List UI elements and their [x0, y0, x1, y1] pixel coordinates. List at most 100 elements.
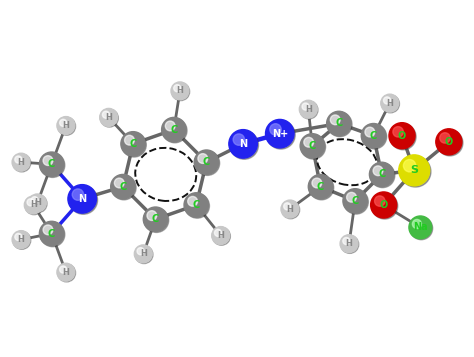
Text: O: O — [398, 131, 406, 141]
Circle shape — [304, 137, 314, 147]
Circle shape — [15, 156, 22, 163]
Circle shape — [341, 235, 359, 253]
Circle shape — [185, 194, 210, 218]
Circle shape — [171, 82, 189, 100]
Circle shape — [28, 194, 46, 212]
Circle shape — [267, 121, 295, 149]
Circle shape — [13, 231, 31, 249]
Circle shape — [43, 156, 53, 165]
Circle shape — [312, 178, 322, 188]
Circle shape — [284, 203, 291, 210]
Circle shape — [270, 124, 281, 135]
Circle shape — [134, 245, 152, 263]
Text: H: H — [34, 198, 41, 207]
Circle shape — [327, 111, 351, 136]
Circle shape — [111, 175, 135, 199]
Text: H: H — [105, 113, 112, 122]
Text: C: C — [370, 131, 377, 141]
Circle shape — [229, 130, 257, 158]
Text: N+: N+ — [272, 129, 288, 139]
Circle shape — [58, 117, 75, 135]
Circle shape — [343, 237, 350, 245]
Circle shape — [300, 101, 318, 119]
Circle shape — [58, 264, 75, 282]
Text: S: S — [410, 165, 418, 175]
Circle shape — [173, 85, 181, 92]
Circle shape — [40, 222, 65, 247]
Circle shape — [195, 151, 219, 175]
Circle shape — [24, 196, 42, 214]
Circle shape — [40, 153, 65, 177]
Circle shape — [162, 117, 186, 142]
Circle shape — [212, 227, 230, 245]
Circle shape — [230, 131, 258, 159]
Circle shape — [68, 185, 96, 213]
Circle shape — [198, 154, 208, 164]
Circle shape — [383, 97, 391, 104]
Text: H: H — [286, 205, 293, 213]
Circle shape — [100, 109, 118, 126]
Circle shape — [301, 135, 326, 159]
Circle shape — [29, 195, 47, 213]
Circle shape — [389, 123, 415, 149]
Text: C: C — [335, 119, 343, 129]
Circle shape — [122, 132, 146, 157]
Circle shape — [100, 109, 118, 127]
Circle shape — [300, 100, 317, 118]
Circle shape — [362, 125, 387, 149]
Text: H: H — [30, 201, 36, 210]
Circle shape — [25, 197, 43, 215]
Circle shape — [212, 227, 230, 245]
Circle shape — [328, 112, 352, 137]
Circle shape — [15, 233, 22, 241]
Circle shape — [330, 115, 340, 125]
Circle shape — [137, 248, 144, 255]
Circle shape — [372, 193, 398, 219]
Circle shape — [371, 192, 397, 218]
Circle shape — [343, 189, 367, 213]
Text: C: C — [352, 196, 359, 206]
Circle shape — [412, 220, 421, 228]
Text: N: N — [78, 194, 86, 204]
Circle shape — [265, 120, 294, 148]
Circle shape — [188, 196, 198, 206]
Text: H: H — [18, 158, 25, 167]
Circle shape — [344, 190, 368, 214]
Circle shape — [39, 152, 64, 176]
Circle shape — [302, 103, 309, 110]
Text: H: H — [140, 250, 147, 258]
Text: C: C — [152, 214, 159, 224]
Circle shape — [125, 135, 134, 145]
Text: H: H — [63, 121, 69, 130]
Circle shape — [436, 129, 462, 155]
Circle shape — [163, 119, 187, 143]
Circle shape — [121, 132, 146, 156]
Text: C: C — [203, 157, 210, 167]
Text: C: C — [378, 170, 385, 180]
Circle shape — [233, 134, 245, 145]
Text: Na: Na — [413, 222, 428, 232]
Circle shape — [390, 124, 416, 150]
Circle shape — [373, 166, 383, 176]
Circle shape — [381, 94, 399, 112]
Text: H: H — [176, 86, 183, 95]
Circle shape — [409, 216, 432, 239]
Circle shape — [165, 121, 175, 131]
Circle shape — [393, 127, 403, 137]
Text: O: O — [445, 137, 453, 147]
Text: C: C — [48, 228, 55, 238]
Circle shape — [12, 153, 30, 171]
Text: C: C — [317, 182, 324, 192]
Text: H: H — [305, 105, 312, 114]
Text: C: C — [129, 139, 137, 149]
Circle shape — [72, 189, 83, 200]
Circle shape — [403, 160, 416, 172]
Text: C: C — [170, 125, 177, 135]
Text: C: C — [192, 200, 200, 210]
Circle shape — [112, 175, 136, 200]
Text: O: O — [380, 200, 388, 210]
Circle shape — [144, 208, 169, 232]
Circle shape — [374, 196, 385, 206]
Text: N: N — [239, 139, 247, 149]
Circle shape — [60, 119, 67, 126]
